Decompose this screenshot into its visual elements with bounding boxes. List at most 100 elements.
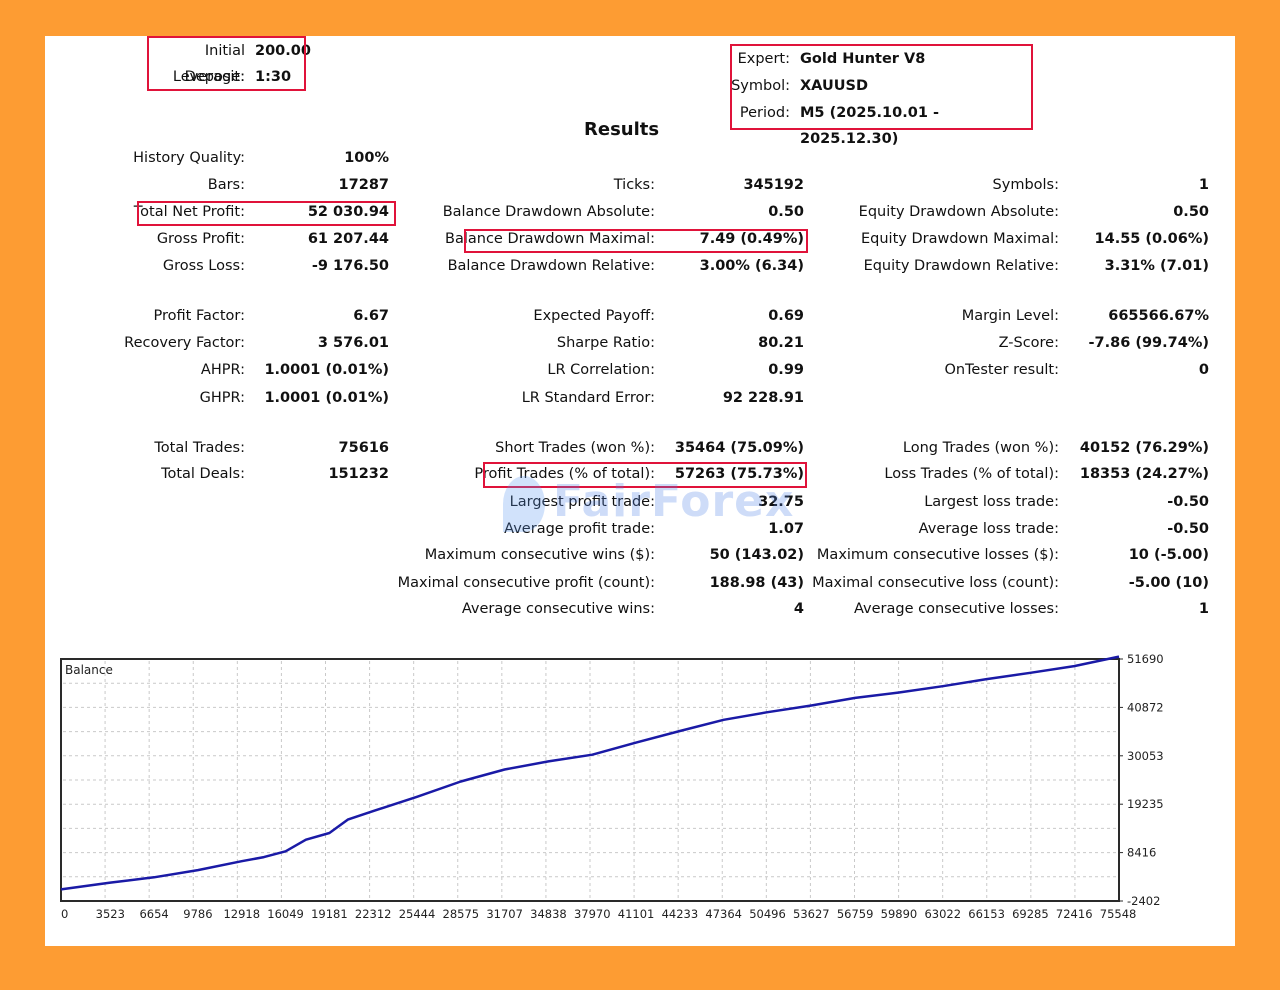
x-tick-label: 31707 <box>486 907 523 921</box>
stat-value: 1 <box>1198 601 1209 617</box>
stat-label: Total Net Profit: <box>133 204 245 220</box>
stat-row-short-trades-won: Short Trades (won %): 35464 (75.09%) <box>45 436 1235 460</box>
balance-series-line <box>60 655 1120 891</box>
stat-label: Margin Level: <box>961 308 1059 324</box>
stat-label: Maximal consecutive profit (count): <box>397 575 655 591</box>
stat-label: Balance Drawdown Absolute: <box>442 204 655 220</box>
period-value: M5 (2025.10.01 - 2025.12.30) <box>800 105 939 147</box>
stat-label: Recovery Factor: <box>124 335 245 351</box>
stat-value: 10 (-5.00) <box>1128 547 1209 563</box>
stat-label: Symbols: <box>992 177 1059 193</box>
stat-label: Sharpe Ratio: <box>556 335 655 351</box>
stat-label: Expected Payoff: <box>533 308 655 324</box>
stat-label: Equity Drawdown Relative: <box>863 258 1059 274</box>
stat-value: -0.50 <box>1167 521 1209 537</box>
leverage-value: 1:30 <box>255 69 292 85</box>
chart-title: Balance <box>65 663 113 677</box>
fairforex-logo <box>503 476 545 532</box>
x-tick-label: 41101 <box>618 907 655 921</box>
stat-row-equity-drawdown-relative: Equity Drawdown Relative: 3.31% (7.01) <box>45 254 1235 278</box>
report-panel: Initial Deposit: 200.00 Leverage: 1:30 E… <box>45 36 1235 946</box>
stat-label: Profit Factor: <box>153 308 245 324</box>
stat-row-largest-profit-trade: Largest profit trade: 32.75 <box>45 490 1235 514</box>
stat-value: 0 <box>1198 362 1209 378</box>
stat-value: 57263 (75.73%) <box>674 466 804 482</box>
stat-value: 6.67 <box>353 308 389 324</box>
stat-row-ghpr: GHPR: 1.0001 (0.01%) <box>45 386 1235 410</box>
stat-row-gross-profit: Gross Profit: 61 207.44 <box>45 227 1235 251</box>
stat-value: 32.75 <box>758 494 804 510</box>
stat-row-gross-loss: Gross Loss: -9 176.50 <box>45 254 1235 278</box>
stat-value: 3 576.01 <box>317 335 389 351</box>
stat-label: Balance Drawdown Maximal: <box>445 231 655 247</box>
stat-label: LR Correlation: <box>547 362 655 378</box>
stat-value: 3.31% (7.01) <box>1104 258 1209 274</box>
stat-label: Balance Drawdown Relative: <box>447 258 655 274</box>
stat-row-lr-correlation: LR Correlation: 0.99 <box>45 358 1235 382</box>
stat-value: 35464 (75.09%) <box>674 440 804 456</box>
x-tick-label: 19181 <box>311 907 348 921</box>
stat-value: 1.0001 (0.01%) <box>264 362 389 378</box>
stat-value: -7.86 (99.74%) <box>1088 335 1210 351</box>
stat-value: 1.07 <box>768 521 804 537</box>
stat-label: OnTester result: <box>944 362 1059 378</box>
stat-row-average-consecutive-losses: Average consecutive losses: 1 <box>45 597 1235 621</box>
stat-value: 40152 (76.29%) <box>1079 440 1209 456</box>
stat-label: AHPR: <box>200 362 245 378</box>
stat-row-symbols: Symbols: 1 <box>45 173 1235 197</box>
stat-row-average-consecutive-wins: Average consecutive wins: 4 <box>45 597 1235 621</box>
stat-label: LR Standard Error: <box>521 390 655 406</box>
stat-value: 92 228.91 <box>722 390 804 406</box>
leverage-label: Leverage: <box>172 69 245 85</box>
stat-label: Ticks: <box>613 177 655 193</box>
stat-value: 17287 <box>338 177 389 193</box>
x-tick-label: 6654 <box>139 907 168 921</box>
expert-label: Expert: <box>737 51 790 67</box>
stat-row-loss-trades-of-total: Loss Trades (% of total): 18353 (24.27%) <box>45 462 1235 486</box>
stat-value: 345192 <box>743 177 804 193</box>
stat-value: 14.55 (0.06%) <box>1094 231 1209 247</box>
y-tick-label: -2402 <box>1127 894 1160 908</box>
stat-value: 3.00% (6.34) <box>699 258 804 274</box>
stat-value: 151232 <box>328 466 389 482</box>
stat-value: 4 <box>793 601 804 617</box>
x-tick-label: 59890 <box>881 907 918 921</box>
x-tick-label: 69285 <box>1012 907 1049 921</box>
period-label: Period: <box>739 105 790 121</box>
stat-row-equity-drawdown-absolute: Equity Drawdown Absolute: 0.50 <box>45 200 1235 224</box>
stat-label: Total Deals: <box>161 466 245 482</box>
stat-value: 100% <box>344 150 389 166</box>
stat-row-bars: Bars: 17287 <box>45 173 1235 197</box>
x-tick-label: 44233 <box>662 907 699 921</box>
stat-label: Gross Loss: <box>162 258 245 274</box>
stat-label: Equity Drawdown Absolute: <box>858 204 1059 220</box>
expert-value: Gold Hunter V8 <box>800 51 926 67</box>
stat-value: 61 207.44 <box>307 231 389 247</box>
stat-label: Average consecutive wins: <box>461 601 655 617</box>
stat-value: 52 030.94 <box>307 204 389 220</box>
x-tick-label: 34838 <box>530 907 567 921</box>
x-tick-label: 47364 <box>705 907 742 921</box>
stat-row-equity-drawdown-maximal: Equity Drawdown Maximal: 14.55 (0.06%) <box>45 227 1235 251</box>
stat-row-total-net-profit: Total Net Profit: 52 030.94 <box>45 200 1235 224</box>
stat-value: 7.49 (0.49%) <box>699 231 804 247</box>
symbol-label: Symbol: <box>731 78 790 94</box>
stat-value: 1.0001 (0.01%) <box>264 390 389 406</box>
symbol-value: XAUUSD <box>800 78 868 94</box>
x-tick-label: 25444 <box>399 907 436 921</box>
stat-label: Profit Trades (% of total): <box>474 466 655 482</box>
x-tick-label: 75548 <box>1100 907 1137 921</box>
stat-row-maximal-consecutive-loss-count: Maximal consecutive loss (count): -5.00 (… <box>45 571 1235 595</box>
stat-row-balance-drawdown-maximal: Balance Drawdown Maximal: 7.49 (0.49%) <box>45 227 1235 251</box>
stat-row-ticks: Ticks: 345192 <box>45 173 1235 197</box>
stat-label: Loss Trades (% of total): <box>884 466 1059 482</box>
stat-label: Short Trades (won %): <box>495 440 655 456</box>
stat-row-total-deals: Total Deals: 151232 <box>45 462 1235 486</box>
initial-deposit-label: Initial Deposit: <box>184 43 245 85</box>
stat-label: Maximum consecutive wins ($): <box>424 547 655 563</box>
stat-value: 18353 (24.27%) <box>1079 466 1209 482</box>
stat-value: 0.69 <box>768 308 804 324</box>
y-tick-label: 30053 <box>1127 749 1164 763</box>
stat-row-profit-factor: Profit Factor: 6.67 <box>45 304 1235 328</box>
stat-value: -9 176.50 <box>311 258 389 274</box>
